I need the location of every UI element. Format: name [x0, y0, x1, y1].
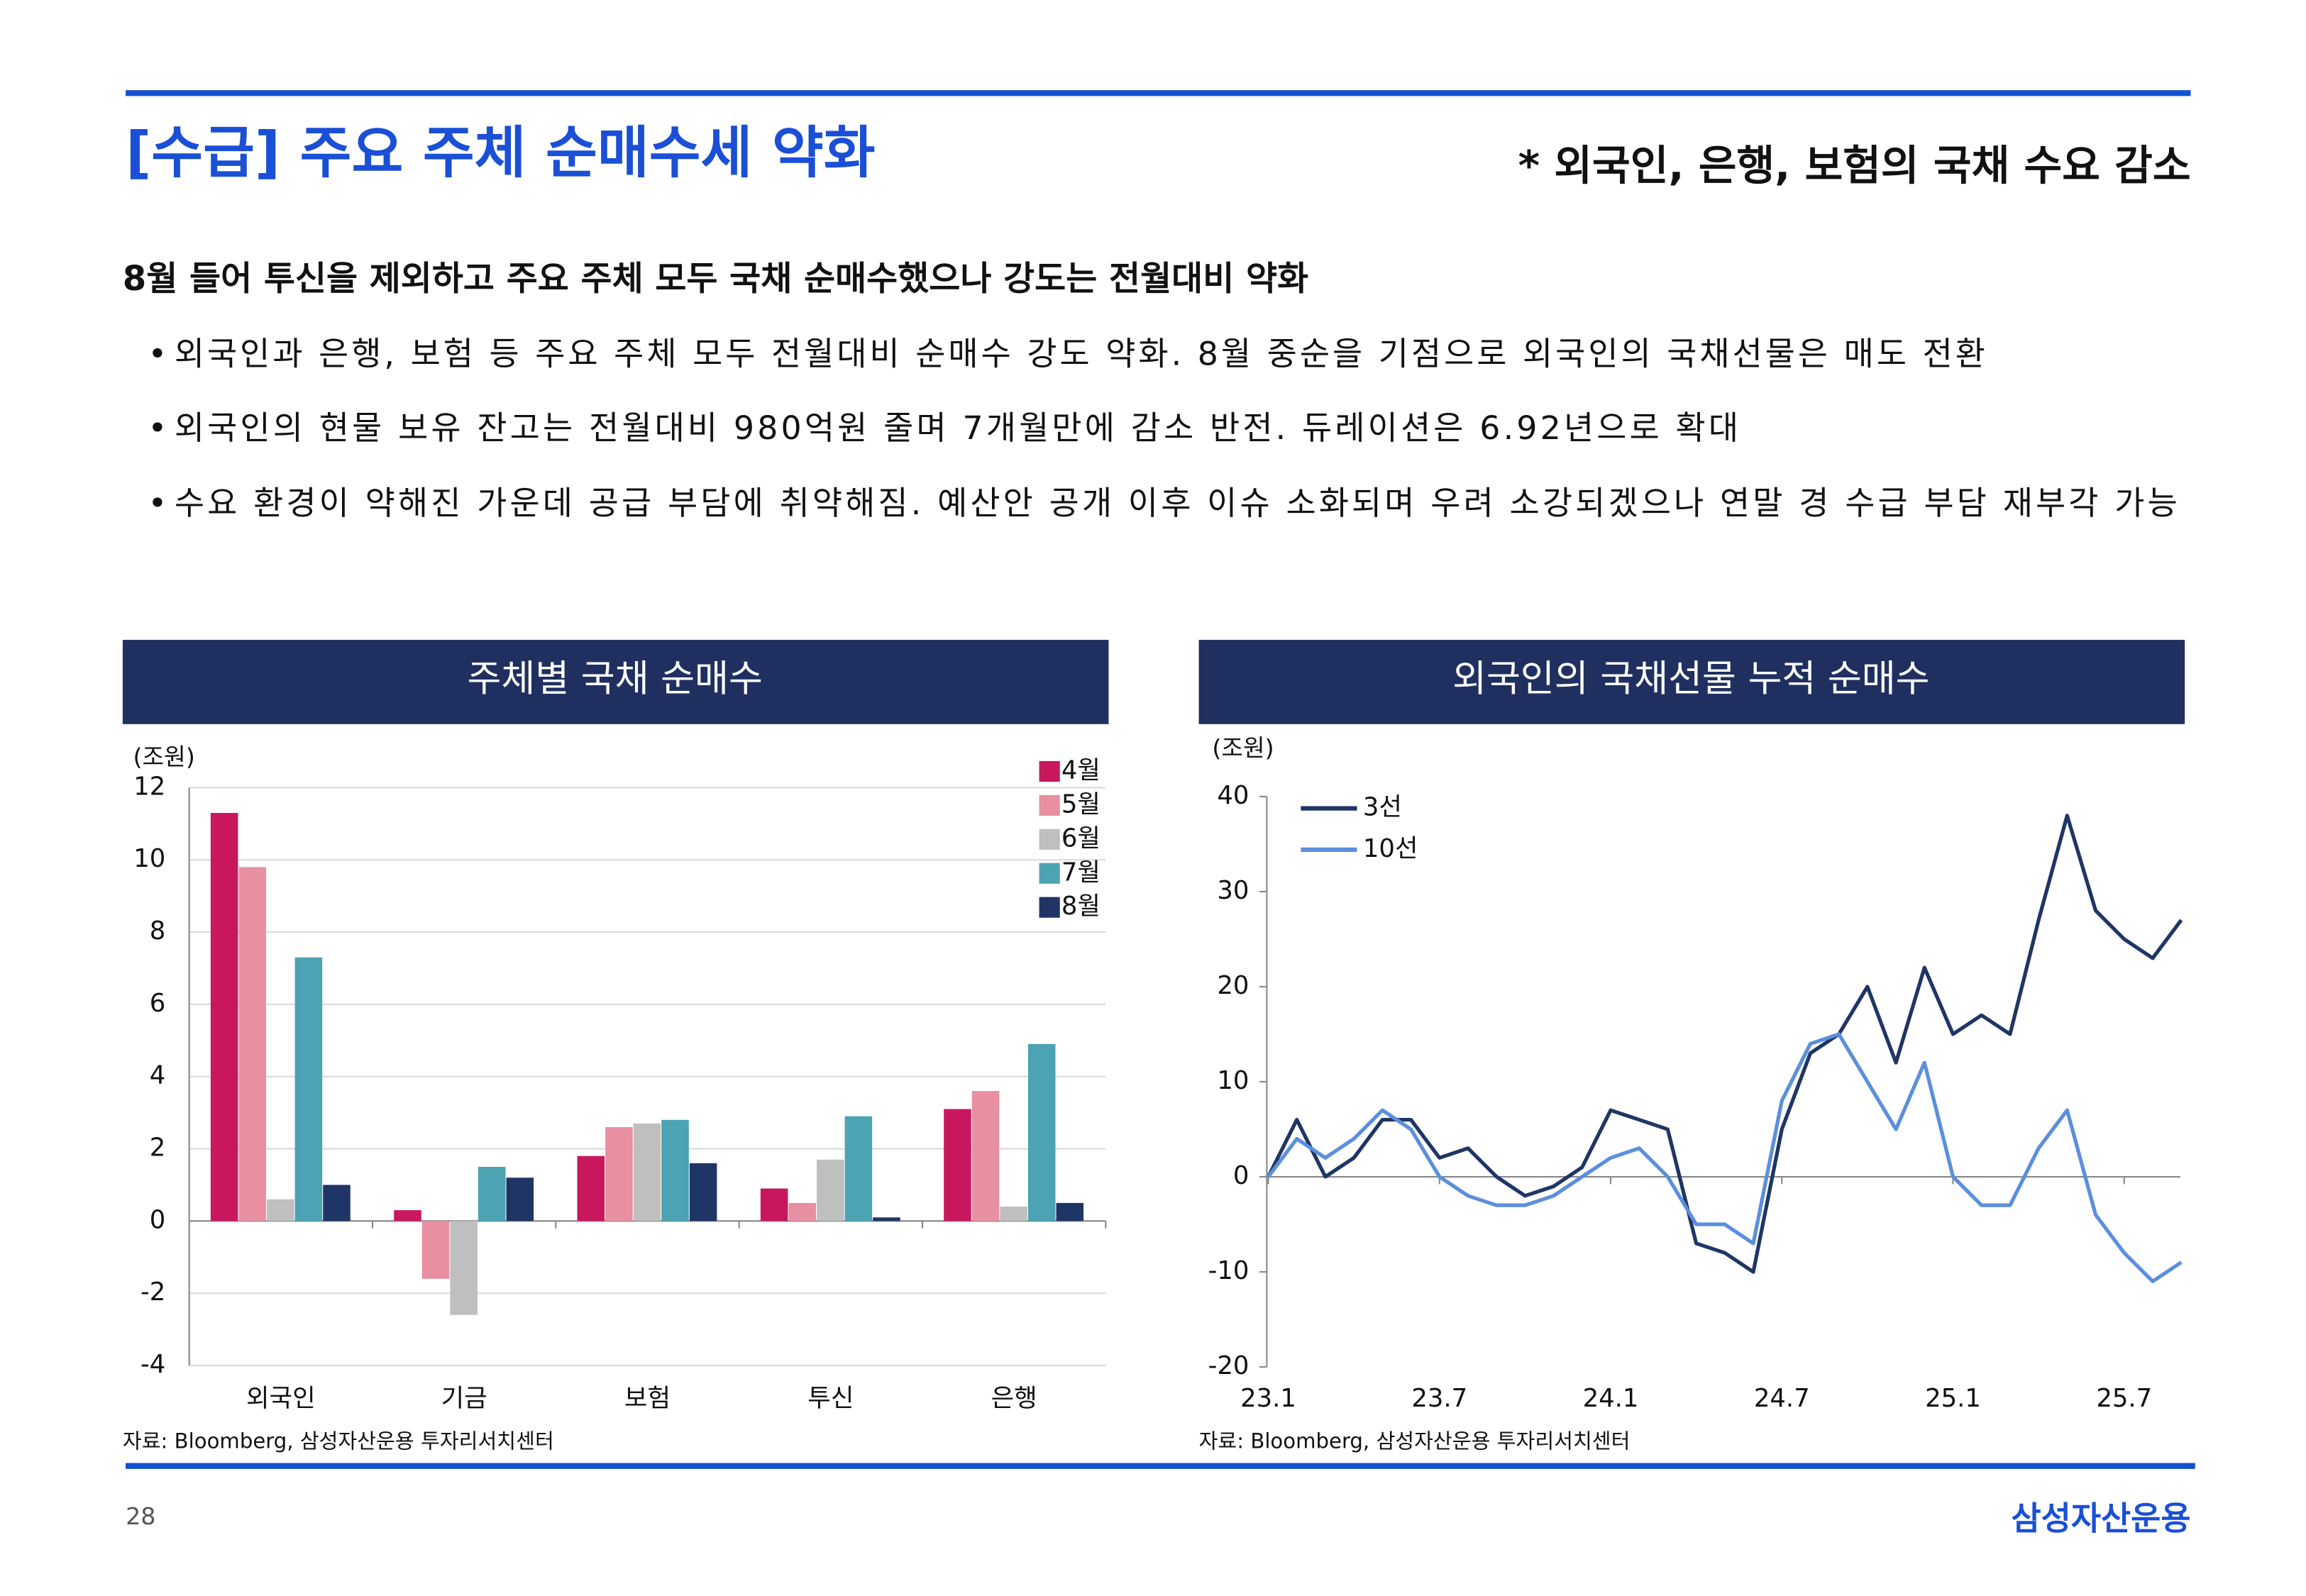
bar: [1027, 1043, 1056, 1221]
bar: [689, 1163, 717, 1221]
bullet-dot: •: [148, 335, 167, 373]
x-tick-label: 25.1: [1925, 1384, 1981, 1413]
legend-label: 3선: [1363, 793, 1402, 822]
panel-title: 외국인의 국채선물 누적 순매수: [1452, 658, 1930, 700]
slide-note: * 외국인, 은행, 보험의 국채 수요 감소: [1518, 142, 2191, 190]
series-line: [1267, 1032, 2183, 1284]
bullet: 수요 환경이 약해진 가운데 공급 부담에 취약해짐. 예산안 공개 이후 이슈…: [175, 484, 2178, 522]
bar: [1056, 1202, 1084, 1221]
y-tick-label: 12: [133, 772, 165, 801]
y-tick-label: -20: [1208, 1351, 1249, 1380]
legend-label: 4월: [1061, 756, 1100, 785]
source: 자료: Bloomberg, 삼성자산운용 투자리서치센터: [123, 1429, 554, 1453]
y-tick-label: -2: [140, 1278, 165, 1307]
y-tick-label: 4: [150, 1061, 166, 1090]
y-unit: (조원): [133, 743, 195, 770]
y-tick-label: 0: [1233, 1161, 1249, 1190]
x-tick-label: 23.1: [1240, 1384, 1296, 1413]
panel-header: [1198, 640, 2185, 724]
bar: [844, 1116, 873, 1221]
bar: [944, 1109, 971, 1221]
bullet-dot: •: [148, 484, 167, 522]
bar: [577, 1156, 605, 1221]
x-tick-label: 외국인: [246, 1384, 316, 1413]
bullet-dot: •: [148, 409, 167, 447]
x-tick-label: 기금: [441, 1384, 487, 1413]
y-tick-label: 40: [1217, 781, 1249, 810]
x-tick-label: 24.7: [1754, 1384, 1810, 1413]
x-tick-label: 25.7: [2096, 1384, 2152, 1413]
bar: [294, 957, 323, 1221]
legend-swatch: [1039, 760, 1060, 782]
x-tick-label: 24.1: [1583, 1384, 1639, 1413]
y-tick-label: 20: [1217, 971, 1249, 1000]
bar: [1000, 1206, 1027, 1221]
y-tick-label: 2: [150, 1134, 166, 1163]
y-tick-label: 0: [150, 1205, 166, 1234]
bar: [210, 813, 238, 1221]
bullet: 외국인의 현물 보유 잔고는 전월대비 980억원 줄며 7개월만에 감소 반전…: [175, 409, 1738, 447]
legend-label: 7월: [1061, 858, 1100, 887]
y-tick-label: 30: [1217, 876, 1249, 905]
bar: [450, 1221, 478, 1315]
bar: [267, 1199, 294, 1221]
x-tick-label: 은행: [991, 1384, 1037, 1413]
panel-header: [122, 640, 1109, 724]
y-tick-label: 10: [133, 844, 165, 873]
slide-title: [수급] 주요 주체 순매수세 약화: [126, 120, 875, 185]
legend-label: 10선: [1363, 834, 1418, 863]
source: 자료: Bloomberg, 삼성자산운용 투자리서치센터: [1199, 1429, 1631, 1453]
bar: [817, 1159, 844, 1221]
y-tick-label: 8: [150, 916, 166, 946]
y-tick-label: -4: [140, 1350, 165, 1379]
legend-label: 5월: [1061, 789, 1100, 819]
bar: [873, 1217, 900, 1221]
panel-title: 주체별 국채 순매수: [467, 658, 762, 700]
y-unit: (조원): [1212, 734, 1274, 762]
series-line: [1267, 814, 2183, 1274]
x-tick-label: 투신: [807, 1384, 854, 1413]
logo: 삼성자산운용: [2012, 1499, 2191, 1537]
legend-label: 6월: [1061, 824, 1100, 853]
x-tick-label: 보험: [624, 1384, 671, 1413]
y-tick-label: -10: [1208, 1256, 1249, 1285]
x-tick-label: 23.7: [1411, 1384, 1467, 1413]
bar: [661, 1119, 689, 1221]
legend-swatch: [1039, 863, 1060, 884]
bar: [323, 1185, 351, 1221]
bar: [394, 1210, 421, 1221]
legend-swatch: [1039, 897, 1060, 918]
bar: [478, 1166, 506, 1221]
y-tick-label: 6: [150, 989, 166, 1018]
bar: [605, 1126, 633, 1221]
bar: [506, 1177, 534, 1221]
bar: [421, 1221, 450, 1279]
legend-swatch: [1039, 794, 1060, 816]
legend-swatch: [1039, 829, 1060, 850]
bar: [760, 1188, 788, 1221]
bar: [788, 1202, 816, 1221]
bar: [971, 1091, 1000, 1221]
bullet: 외국인과 은행, 보험 등 주요 주체 모두 전월대비 순매수 강도 약화. 8…: [175, 335, 1985, 373]
legend-label: 8월: [1061, 892, 1100, 921]
bar: [238, 867, 266, 1221]
page-number: 28: [126, 1502, 155, 1530]
y-tick-label: 10: [1217, 1066, 1249, 1095]
summary-heading: 8월 들어 투신을 제외하고 주요 주체 모두 국채 순매수했으나 강도는 전월…: [123, 260, 1308, 299]
bar: [633, 1123, 661, 1221]
